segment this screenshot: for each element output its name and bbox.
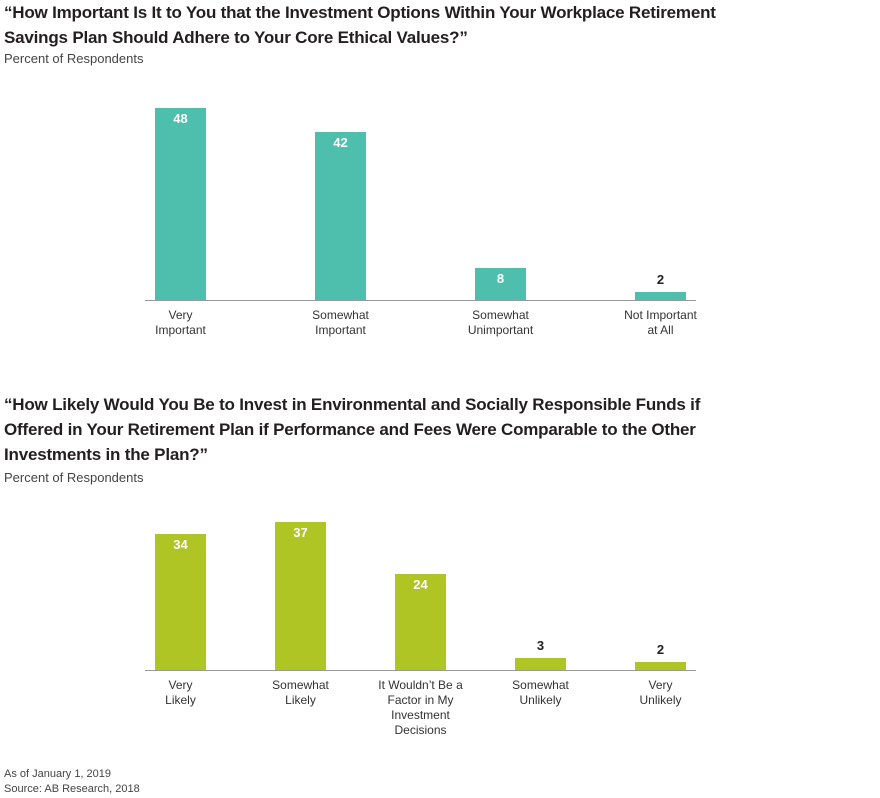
chart-subtitle: Percent of Respondents (4, 470, 144, 485)
x-tick-label: Somewhat Unlikely (512, 678, 569, 707)
x-tick-label: Very Likely (165, 678, 196, 707)
value-label: 3 (536, 638, 545, 653)
value-label: 34 (173, 537, 188, 552)
baseline (145, 670, 696, 671)
footnote: Source: AB Research, 2018 (4, 783, 140, 795)
value-label: 48 (173, 111, 188, 126)
x-tick-label: Very Unlikely (639, 678, 682, 707)
bar (155, 534, 206, 670)
footnote: As of January 1, 2019 (4, 768, 112, 780)
value-label: 2 (656, 272, 665, 287)
x-tick-label: Somewhat Unimportant (467, 308, 534, 337)
value-label: 2 (656, 642, 665, 657)
bar (635, 292, 686, 300)
bar (155, 108, 206, 300)
x-tick-label: Somewhat Likely (272, 678, 329, 707)
x-tick-label: Somewhat Important (312, 308, 369, 337)
bar (275, 522, 326, 670)
value-label: 37 (293, 525, 308, 540)
baseline (145, 300, 696, 301)
x-tick-label: Very Important (155, 308, 206, 337)
chart-title: “How Important Is It to You that the Inv… (4, 3, 716, 47)
bar (515, 658, 566, 670)
chart-title: “How Likely Would You Be to Invest in En… (4, 395, 701, 464)
value-label: 24 (413, 577, 428, 592)
bar (315, 132, 366, 300)
x-tick-label: It Wouldn’t Be a Factor in My Investment… (378, 678, 463, 737)
value-label: 8 (496, 271, 505, 286)
bar (395, 574, 446, 670)
bar (635, 662, 686, 670)
value-label: 42 (333, 135, 348, 150)
chart-subtitle: Percent of Respondents (4, 51, 144, 66)
x-tick-label: Not Important at All (624, 308, 697, 337)
bar (475, 268, 526, 300)
